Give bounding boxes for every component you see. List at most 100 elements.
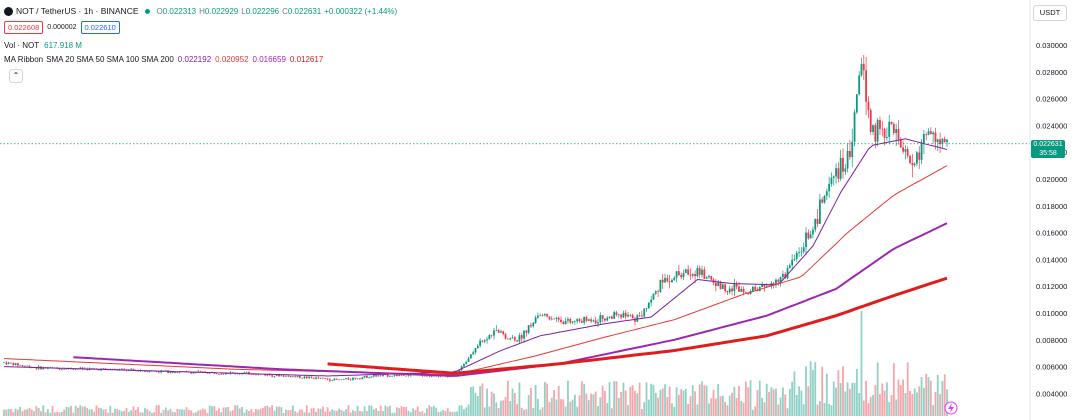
volume-bar bbox=[781, 387, 784, 416]
volume-bar bbox=[511, 388, 514, 416]
symbol-legend: NOT / TetherUS · 1h · BINANCE O 0.022313 … bbox=[4, 6, 397, 16]
volume-bar bbox=[654, 392, 657, 416]
volume-bar bbox=[650, 383, 653, 416]
volume-bar bbox=[530, 388, 532, 416]
candle bbox=[902, 140, 904, 154]
bid-ask-row: 0.022608 0.000002 0.022610 bbox=[4, 21, 120, 34]
volume-bar bbox=[167, 410, 170, 416]
volume-bar bbox=[543, 381, 546, 416]
candle bbox=[911, 154, 914, 178]
candle bbox=[832, 175, 835, 186]
candle bbox=[573, 320, 576, 325]
volume-bar bbox=[197, 410, 200, 416]
candle bbox=[659, 279, 662, 294]
volume-bar bbox=[365, 410, 368, 416]
volume-bar bbox=[666, 397, 669, 416]
volume-bar bbox=[513, 392, 516, 416]
volume-bar bbox=[943, 374, 946, 416]
candle bbox=[641, 310, 643, 318]
volume-bar bbox=[777, 404, 780, 416]
candle bbox=[539, 313, 542, 317]
candle bbox=[342, 379, 345, 380]
volume-bar bbox=[118, 409, 121, 416]
volume-bar bbox=[23, 409, 26, 416]
volume-bar bbox=[698, 384, 701, 416]
candle bbox=[393, 374, 396, 377]
candle bbox=[345, 377, 347, 380]
candle bbox=[726, 290, 729, 296]
volume-bar bbox=[719, 396, 722, 416]
volume-bar bbox=[340, 410, 343, 416]
candle bbox=[389, 375, 391, 377]
volume-bar bbox=[19, 406, 22, 416]
candle bbox=[368, 376, 371, 379]
sma100-line bbox=[73, 222, 948, 377]
volume-bar bbox=[520, 407, 523, 416]
candle bbox=[474, 347, 477, 355]
volume-bar bbox=[407, 410, 410, 416]
candle bbox=[571, 320, 574, 325]
volume-bar bbox=[562, 399, 565, 416]
candle bbox=[643, 308, 646, 319]
candle bbox=[467, 356, 470, 363]
volume-bar bbox=[95, 405, 98, 416]
volume-legend[interactable]: Vol · NOT 617.918 M bbox=[4, 41, 82, 50]
chevron-up-icon[interactable]: ⌃ bbox=[9, 69, 23, 83]
volume-bar bbox=[772, 389, 775, 416]
candle bbox=[615, 310, 618, 317]
candle bbox=[830, 172, 833, 187]
volume-bar bbox=[488, 406, 491, 416]
volume-bar bbox=[541, 407, 544, 416]
volume-bar bbox=[416, 406, 419, 416]
candle bbox=[359, 377, 361, 380]
volume-bar bbox=[647, 399, 650, 416]
currency-button[interactable]: USDT bbox=[1033, 5, 1067, 21]
volume-bar bbox=[925, 373, 928, 416]
volume-bar bbox=[920, 376, 923, 416]
volume-bar bbox=[916, 392, 918, 416]
volume-bar bbox=[384, 405, 387, 416]
volume-bar bbox=[446, 408, 449, 416]
candle bbox=[673, 276, 676, 281]
candle bbox=[513, 335, 516, 342]
candle bbox=[627, 312, 629, 318]
buy-button[interactable]: 0.022610 bbox=[80, 21, 120, 34]
volume-bar bbox=[375, 408, 378, 416]
ma-ribbon-legend[interactable]: MA Ribbon SMA 20 SMA 50 SMA 100 SMA 200 … bbox=[4, 55, 324, 64]
candle bbox=[553, 318, 555, 320]
volume-bar bbox=[661, 388, 664, 416]
volume-bar bbox=[779, 397, 782, 416]
volume-bar bbox=[677, 394, 680, 416]
volume-bar bbox=[174, 412, 176, 416]
volume-bar bbox=[354, 411, 357, 416]
candle bbox=[708, 274, 710, 279]
volume-bar bbox=[21, 411, 24, 416]
candle bbox=[943, 136, 946, 143]
candle bbox=[818, 194, 821, 225]
candle bbox=[375, 374, 378, 378]
volume-bar bbox=[918, 386, 921, 416]
volume-bar bbox=[326, 407, 329, 416]
volume-bar bbox=[14, 408, 17, 416]
candle bbox=[305, 375, 308, 379]
candle bbox=[580, 318, 583, 324]
sell-button[interactable]: 0.022608 bbox=[4, 21, 44, 34]
symbol-title[interactable]: NOT / TetherUS · 1h · BINANCE bbox=[16, 6, 139, 16]
volume-bar bbox=[617, 398, 620, 416]
candle bbox=[664, 273, 666, 284]
volume-bar bbox=[141, 412, 144, 416]
volume-bar bbox=[81, 406, 84, 416]
candle bbox=[604, 317, 606, 323]
volume-bar bbox=[430, 406, 433, 416]
volume-bar bbox=[606, 403, 609, 416]
candle bbox=[550, 316, 553, 321]
lightning-icon[interactable] bbox=[944, 401, 958, 415]
volume-bar bbox=[368, 405, 371, 416]
volume-bar bbox=[638, 382, 641, 416]
close-value: 0.022631 bbox=[287, 6, 322, 16]
volume-bar bbox=[303, 412, 306, 416]
candle bbox=[245, 371, 248, 374]
candle bbox=[220, 373, 223, 375]
candle bbox=[273, 375, 276, 378]
